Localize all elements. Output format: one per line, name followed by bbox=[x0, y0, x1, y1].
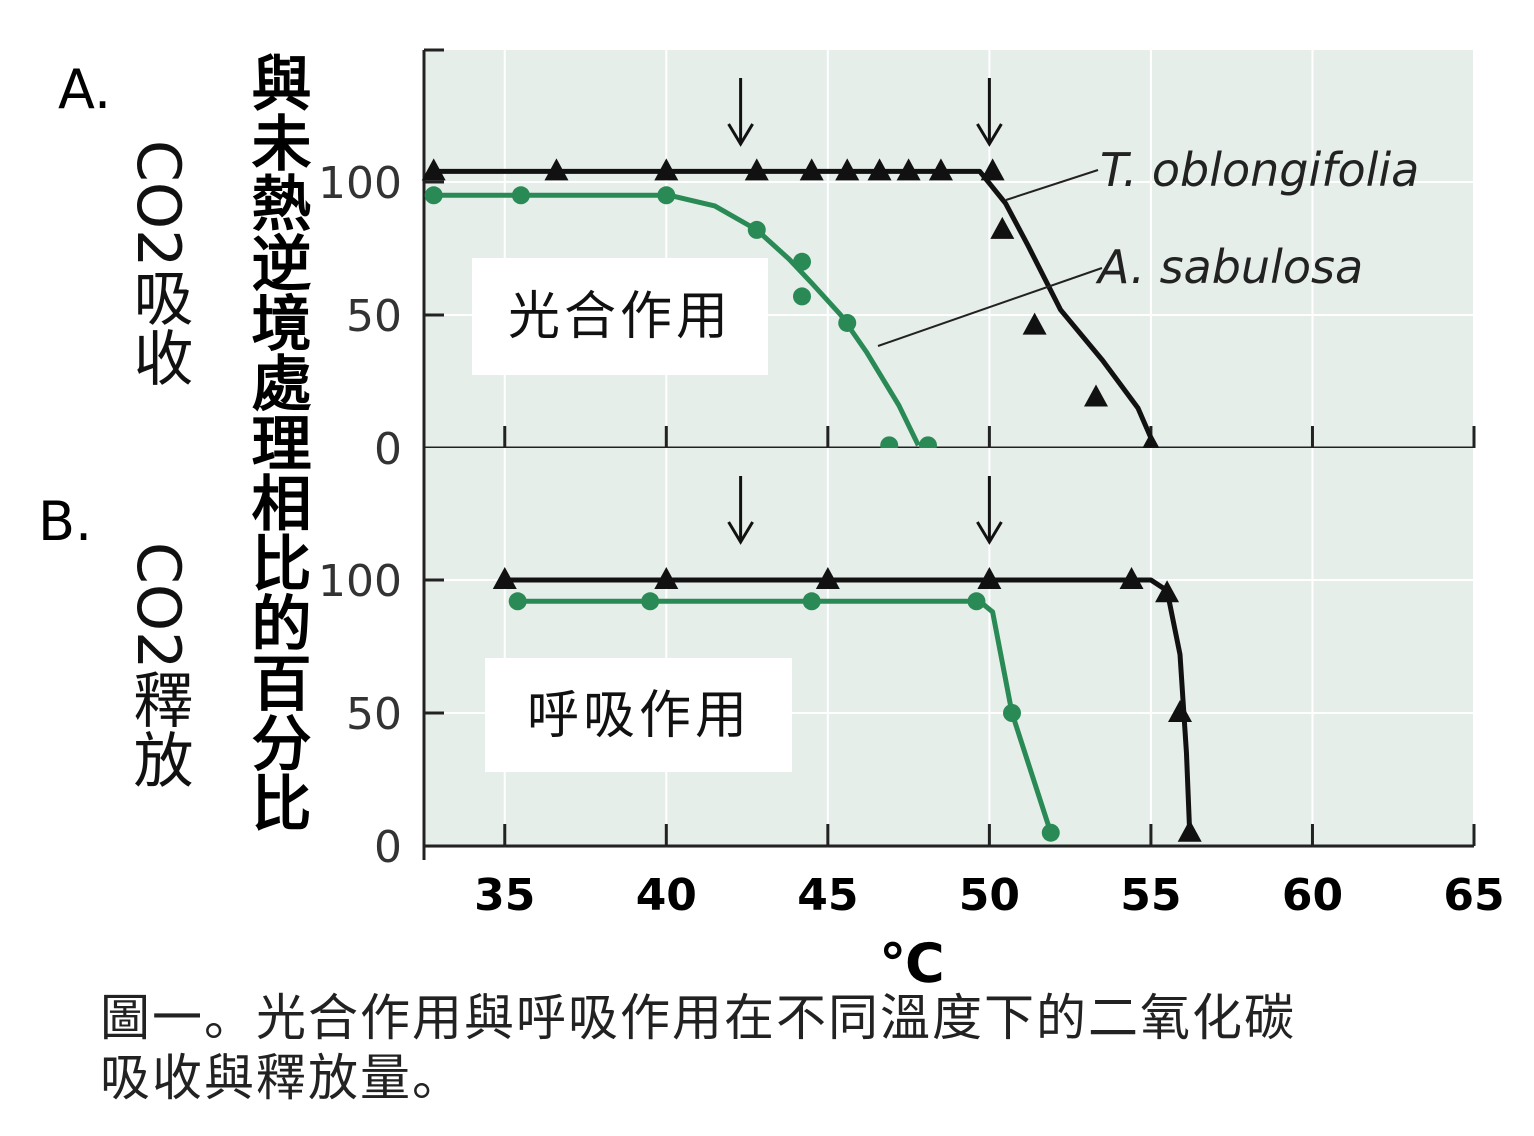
data-point-t-oblongifolia-11 bbox=[1022, 312, 1047, 335]
box-respiration-label: 呼吸作用 bbox=[527, 686, 751, 746]
data-point-a-sabulosa-5 bbox=[1041, 823, 1060, 842]
data-point-a-sabulosa-5 bbox=[793, 287, 811, 306]
arrow-head-1 bbox=[976, 123, 1003, 147]
data-point-a-sabulosa-4 bbox=[793, 252, 811, 271]
data-point-a-sabulosa-2 bbox=[657, 186, 676, 205]
y-axis-label-main: 與未熱逆境處理相比的百分比 bbox=[241, 52, 311, 832]
figure-caption: 圖一。光合作用與呼吸作用在不同溫度下的二氧化碳 吸收與釋放量。 bbox=[100, 988, 1500, 1108]
data-point-t-oblongifolia-2 bbox=[815, 567, 840, 589]
x-axis-label: ℃ bbox=[879, 932, 944, 990]
data-point-t-oblongifolia-0 bbox=[421, 158, 446, 181]
leader-line-t bbox=[1005, 169, 1099, 201]
figure: 0 50 100 0 50 100 35 40 45 50 55 60 65 ℃ A. B. CO2… bbox=[38, 48, 1505, 990]
x-tick-labels: 35 40 45 50 55 60 65 bbox=[474, 870, 1504, 921]
y-tick-label-0: 0 bbox=[374, 822, 402, 873]
panel-b-letter: B. bbox=[38, 490, 92, 553]
data-point-t-oblongifolia-0 bbox=[492, 567, 517, 589]
y-axis-label-a: CO2吸收 bbox=[123, 140, 193, 387]
series-line-a-sabulosa bbox=[433, 192, 921, 447]
x-tick-label-60: 60 bbox=[1282, 870, 1343, 921]
y-tick-label-100: 100 bbox=[318, 158, 402, 209]
plot-background bbox=[424, 448, 1474, 848]
caption-line-1: 圖一。光合作用與呼吸作用在不同溫度下的二氧化碳 bbox=[100, 989, 1296, 1047]
y-tick-label-50: 50 bbox=[346, 291, 402, 342]
data-point-t-oblongifolia-6 bbox=[867, 158, 892, 181]
data-point-t-oblongifolia-7 bbox=[1177, 819, 1202, 842]
panel-a-letter: A. bbox=[58, 58, 111, 121]
data-point-a-sabulosa-0 bbox=[424, 186, 443, 205]
data-point-t-oblongifolia-5 bbox=[1155, 580, 1180, 603]
data-point-t-oblongifolia-4 bbox=[1119, 567, 1144, 589]
x-tick-label-45: 45 bbox=[797, 870, 858, 921]
box-photosynthesis-label: 光合作用 bbox=[508, 287, 732, 347]
leader-line-a bbox=[877, 267, 1103, 347]
data-point-t-oblongifolia-1 bbox=[544, 158, 569, 181]
x-tick-label-35: 35 bbox=[474, 870, 535, 921]
data-point-t-oblongifolia-4 bbox=[799, 158, 824, 181]
series-line-a-sabulosa bbox=[517, 598, 1054, 834]
x-tick-label-55: 55 bbox=[1120, 870, 1181, 921]
y-tick-label-100: 100 bbox=[318, 556, 402, 607]
y-axis-label-b: CO2釋放 bbox=[123, 542, 193, 789]
data-point-t-oblongifolia-10 bbox=[990, 216, 1015, 239]
data-point-a-sabulosa-1 bbox=[641, 592, 660, 611]
data-point-a-sabulosa-0 bbox=[508, 592, 527, 611]
series-label-a-sabulosa: A. sabulosa bbox=[1095, 240, 1363, 294]
box-photosynthesis bbox=[472, 258, 768, 375]
data-point-a-sabulosa-4 bbox=[1003, 704, 1021, 722]
y-tick-label-0: 0 bbox=[374, 424, 402, 475]
data-point-t-oblongifolia-7 bbox=[896, 158, 921, 181]
data-point-t-oblongifolia-1 bbox=[654, 567, 679, 589]
plot-background bbox=[424, 50, 1474, 448]
data-point-t-oblongifolia-2 bbox=[654, 158, 679, 181]
data-point-t-oblongifolia-5 bbox=[835, 158, 860, 181]
y-tick-label-50: 50 bbox=[346, 689, 402, 740]
data-point-t-oblongifolia-12 bbox=[1084, 384, 1108, 407]
data-point-a-sabulosa-1 bbox=[511, 186, 530, 205]
data-point-t-oblongifolia-3 bbox=[977, 567, 1002, 589]
data-point-a-sabulosa-6 bbox=[838, 313, 857, 332]
data-point-a-sabulosa-3 bbox=[747, 220, 766, 239]
data-point-t-oblongifolia-6 bbox=[1168, 700, 1192, 722]
arrow-head-1 bbox=[976, 521, 1003, 545]
x-tick-label-40: 40 bbox=[636, 870, 697, 921]
x-tick-label-65: 65 bbox=[1443, 870, 1504, 921]
data-point-t-oblongifolia-9 bbox=[980, 158, 1005, 181]
box-respiration bbox=[485, 658, 792, 772]
data-point-t-oblongifolia-8 bbox=[928, 158, 953, 181]
data-point-a-sabulosa-2 bbox=[802, 592, 821, 611]
series-line-t-oblongifolia bbox=[504, 577, 1193, 833]
caption-line-2: 吸收與釋放量。 bbox=[100, 1049, 464, 1107]
series-label-t-oblongifolia: T. oblongifolia bbox=[1100, 143, 1419, 197]
data-point-t-oblongifolia-3 bbox=[744, 158, 769, 181]
chart-panel-b: 0 50 100 bbox=[318, 448, 1476, 873]
arrow-head-0 bbox=[727, 123, 754, 147]
data-point-a-sabulosa-3 bbox=[967, 592, 986, 611]
arrow-head-0 bbox=[727, 521, 754, 545]
x-tick-label-50: 50 bbox=[959, 870, 1020, 921]
